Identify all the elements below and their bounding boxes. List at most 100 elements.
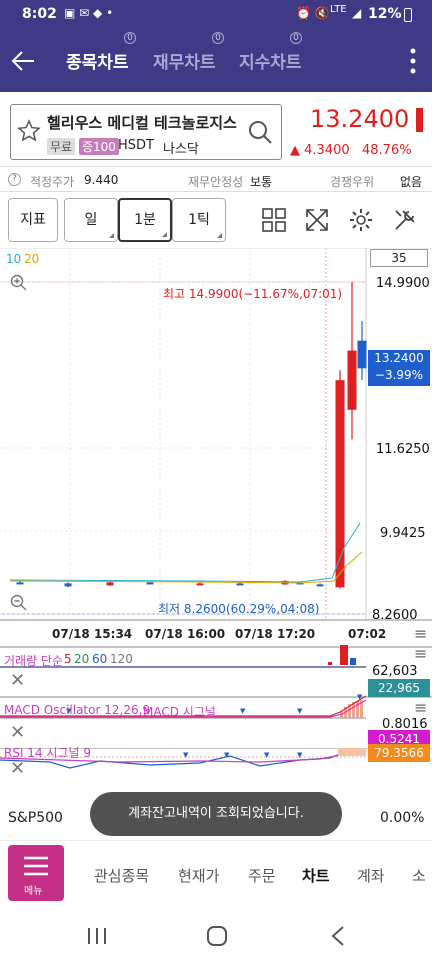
chart-menu-icon[interactable]: ≡	[414, 624, 428, 643]
day-button-label: 일	[84, 212, 98, 228]
favorite-star-icon[interactable]	[17, 119, 41, 143]
high-price-label: 최고 14.9900(−11.67%,07:01)	[163, 287, 343, 301]
candle-body	[335, 380, 345, 588]
day-button[interactable]: 일	[64, 198, 118, 242]
tab-index-chart[interactable]: 지수차트	[239, 53, 302, 73]
volume-ma20: 20	[74, 652, 90, 666]
volume-bar	[328, 662, 332, 665]
current-price-change: −3.99%	[374, 368, 424, 382]
tick-button[interactable]: 1틱	[172, 198, 226, 242]
y-tick: 11.6250	[376, 442, 430, 457]
indicator-button[interactable]: 지표	[8, 198, 58, 242]
candle-body	[316, 584, 324, 587]
nav-account[interactable]: 계좌	[357, 867, 385, 885]
nav-watchlist[interactable]: 관심종목	[94, 867, 150, 885]
current-price-value: 13.2400	[374, 351, 424, 365]
stock-name: 헬리우스 메디컬 테크놀로지스	[47, 114, 237, 132]
volume-ma60: 60	[92, 652, 108, 666]
close-macd-icon[interactable]: ✕	[10, 722, 26, 743]
zoom-in-icon[interactable]	[10, 274, 28, 292]
zoom-out-icon[interactable]	[10, 594, 28, 612]
tab-stock-chart[interactable]: 종목차트	[66, 53, 129, 73]
stability-value: 보통	[250, 175, 273, 189]
bottom-nav: 메뉴 관심종목 현재가 주문 차트 계좌 소	[0, 840, 432, 908]
info-row: ? 적정주가 9.440 재무안정성 보통 경쟁우위 없음	[0, 166, 432, 192]
svg-text:▼: ▼	[297, 707, 303, 715]
back-arrow-icon[interactable]	[10, 48, 36, 74]
ma10-label: 10	[6, 252, 22, 266]
chart-count-box[interactable]: 35	[370, 249, 428, 267]
alarm-mute-icon: ⏰ 🔇	[296, 6, 330, 20]
menu-button[interactable]: 메뉴	[8, 845, 64, 901]
volume-menu-icon[interactable]: ≡	[414, 644, 428, 663]
svg-text:▼: ▼	[297, 751, 303, 759]
close-volume-icon[interactable]: ✕	[10, 670, 26, 691]
stock-change: ▲ 4.3400	[290, 143, 350, 158]
y-tick-top: 14.9900	[376, 276, 430, 291]
grid-layout-icon[interactable]	[262, 208, 286, 232]
more-menu-icon[interactable]	[408, 46, 418, 76]
svg-text:▼: ▼	[66, 707, 72, 715]
x-tick: 07:02	[348, 627, 387, 641]
dropdown-corner-icon	[109, 233, 114, 238]
nav-chart[interactable]: 차트	[302, 867, 330, 885]
menu-label: 메뉴	[24, 886, 43, 897]
svg-text:▼: ▼	[240, 707, 246, 715]
volume-title: 거래량 단순	[4, 654, 64, 668]
battery-text: 12%	[368, 6, 402, 22]
notification-icons: ▣ ✉ ◆ •	[64, 6, 114, 20]
candles-group	[16, 282, 367, 589]
fair-price-label: 적정주가	[30, 175, 75, 189]
index-value: 0.00%	[380, 810, 425, 826]
search-icon[interactable]	[247, 119, 273, 145]
signal-icon: ◢	[352, 6, 362, 20]
rsi-panel[interactable]: ▼▼▼▼ RSI 14 시그널 9 ✕ ≡ 79.3566	[0, 744, 432, 792]
candle-body	[196, 583, 204, 586]
macd-value: 0.8016	[382, 717, 428, 732]
volume-ma5: 5	[64, 652, 72, 666]
help-icon[interactable]: ?	[8, 173, 21, 186]
rsi-current-tag: 79.3566	[368, 744, 430, 762]
back-nav-icon[interactable]	[330, 925, 346, 947]
volume-value: 62,603	[372, 664, 418, 679]
macd-line	[0, 695, 367, 717]
macd-menu-icon[interactable]: ≡	[414, 698, 428, 717]
settings-gear-icon[interactable]	[349, 208, 373, 232]
x-tick: 07/18 17:20	[235, 627, 316, 641]
tab-badge-icon: 0	[212, 32, 224, 44]
tab-finance-chart[interactable]: 재무차트	[153, 53, 216, 73]
home-icon[interactable]	[206, 925, 228, 947]
close-rsi-icon[interactable]: ✕	[10, 758, 26, 779]
volume-current-tag: 22,965	[368, 679, 430, 697]
stability-label: 재무안정성	[188, 175, 244, 189]
hamburger-icon	[24, 856, 48, 876]
nav-order[interactable]: 주문	[248, 867, 276, 885]
dropdown-corner-icon	[217, 233, 222, 238]
fullscreen-icon[interactable]	[305, 208, 329, 232]
svg-text:▼: ▼	[224, 751, 230, 759]
ma10-line	[9, 522, 361, 583]
app-header: 종목차트 0 재무차트 0 지수차트 0	[0, 30, 432, 92]
stock-ticker: HSDT	[118, 138, 154, 153]
current-price-tag: 13.2400 −3.99%	[368, 350, 430, 386]
ma20-label: 20	[24, 252, 40, 266]
macd-markers: ▼ ▼ ▼ ▼	[66, 693, 363, 715]
volume-ma120: 120	[110, 652, 133, 666]
system-nav-bar	[0, 910, 432, 963]
nav-current-price[interactable]: 현재가	[178, 867, 220, 885]
tools-icon[interactable]	[393, 208, 417, 232]
tick-button-label: 1틱	[188, 212, 210, 228]
tab-badge-icon: 0	[290, 32, 302, 44]
recent-apps-icon[interactable]	[86, 926, 108, 946]
price-chart[interactable]: ▼ ▼ ▼ ▼ 10 20 35 최고 14.9900(−11.67%,07:01) …	[0, 247, 432, 748]
nav-more[interactable]: 소	[412, 867, 426, 885]
y-tick-bottom: 8.2600	[372, 608, 418, 623]
volume-bar	[350, 658, 356, 665]
stock-price: 13.2400	[310, 105, 410, 133]
minute-button[interactable]: 1분	[118, 198, 172, 242]
minute-button-label: 1분	[134, 212, 156, 228]
stock-selector[interactable]: 헬리우스 메디컬 테크놀로지스 무료 증100 HSDT 나스닥	[10, 104, 282, 160]
rsi-canvas: ▼ ▼ ▼ ▼	[0, 747, 432, 769]
status-time: 8:02	[22, 6, 57, 22]
